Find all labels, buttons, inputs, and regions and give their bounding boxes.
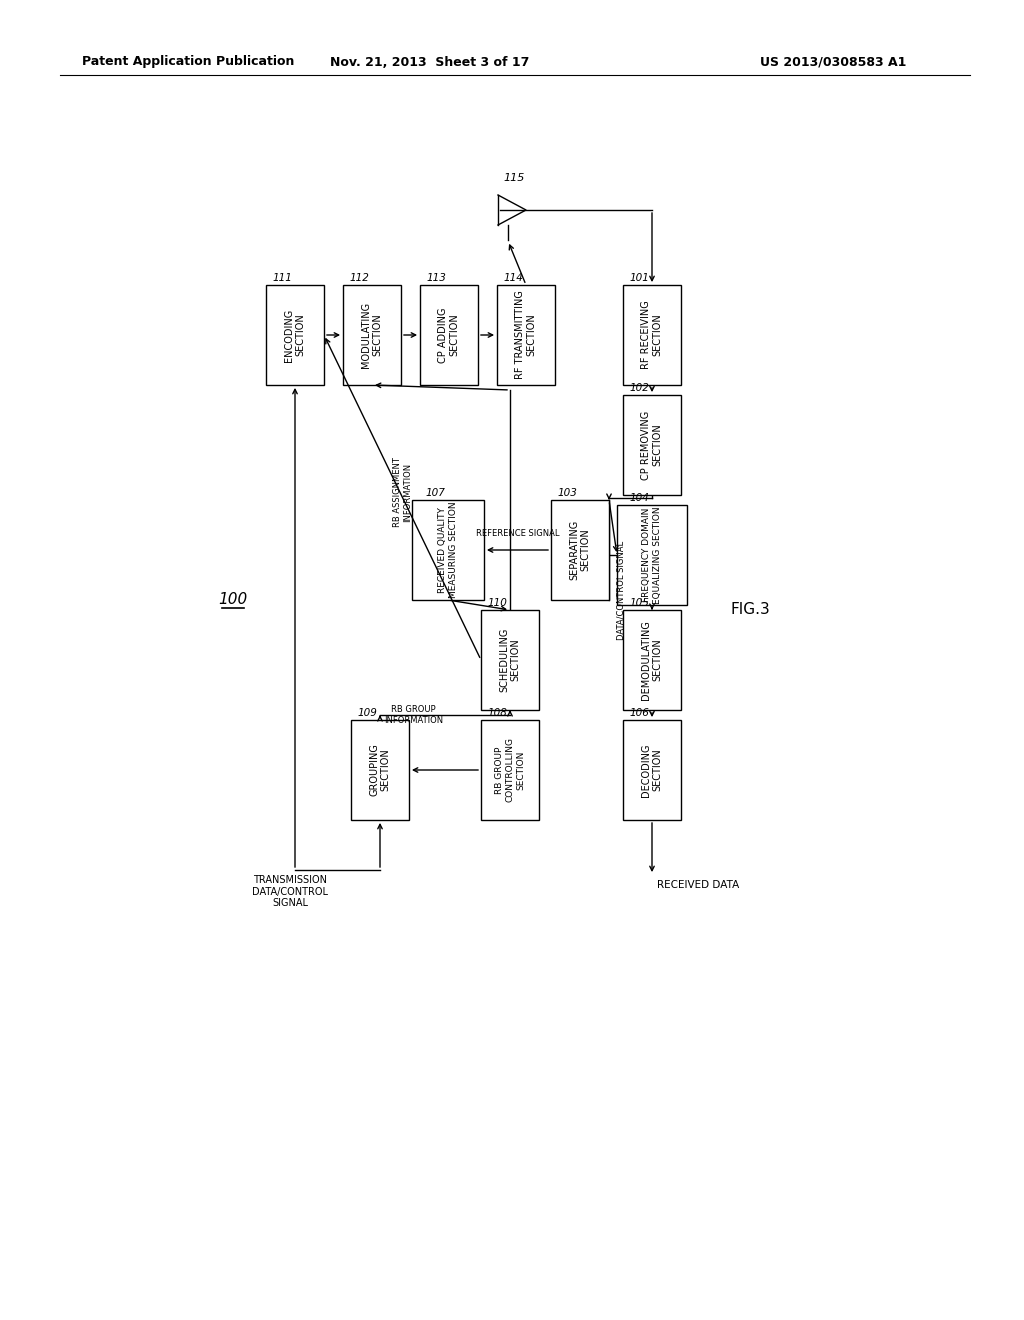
Text: TRANSMISSION
DATA/CONTROL
SIGNAL: TRANSMISSION DATA/CONTROL SIGNAL — [252, 875, 328, 908]
Text: 114: 114 — [503, 273, 523, 282]
Text: Patent Application Publication: Patent Application Publication — [82, 55, 294, 69]
Text: 110: 110 — [487, 598, 507, 609]
FancyBboxPatch shape — [623, 285, 681, 385]
Text: 106: 106 — [629, 708, 649, 718]
Text: GROUPING
SECTION: GROUPING SECTION — [370, 743, 391, 796]
FancyBboxPatch shape — [481, 610, 539, 710]
Text: SCHEDULING
SECTION: SCHEDULING SECTION — [500, 628, 521, 692]
FancyBboxPatch shape — [481, 719, 539, 820]
Text: 113: 113 — [426, 273, 446, 282]
Text: MODULATING
SECTION: MODULATING SECTION — [361, 302, 383, 368]
Text: FREQUENCY DOMAIN
EQUALIZING SECTION: FREQUENCY DOMAIN EQUALIZING SECTION — [642, 506, 662, 603]
Text: 111: 111 — [272, 273, 292, 282]
FancyBboxPatch shape — [623, 610, 681, 710]
FancyBboxPatch shape — [343, 285, 401, 385]
Text: CP REMOVING
SECTION: CP REMOVING SECTION — [641, 411, 663, 479]
Text: 102: 102 — [629, 383, 649, 393]
Text: DEMODULATING
SECTION: DEMODULATING SECTION — [641, 620, 663, 700]
Text: ENCODING
SECTION: ENCODING SECTION — [285, 309, 306, 362]
FancyBboxPatch shape — [266, 285, 324, 385]
Text: 104: 104 — [629, 492, 649, 503]
Text: 105: 105 — [629, 598, 649, 609]
Text: DATA/CONTROL SIGNAL: DATA/CONTROL SIGNAL — [617, 540, 626, 640]
FancyBboxPatch shape — [412, 500, 484, 601]
FancyBboxPatch shape — [617, 506, 687, 605]
Text: 108: 108 — [487, 708, 507, 718]
Text: 107: 107 — [425, 488, 445, 498]
Text: Nov. 21, 2013  Sheet 3 of 17: Nov. 21, 2013 Sheet 3 of 17 — [331, 55, 529, 69]
Text: RB GROUP
CONTROLLING
SECTION: RB GROUP CONTROLLING SECTION — [495, 738, 525, 803]
Text: RF TRANSMITTING
SECTION: RF TRANSMITTING SECTION — [515, 290, 537, 379]
Text: RF RECEIVING
SECTION: RF RECEIVING SECTION — [641, 301, 663, 370]
FancyBboxPatch shape — [420, 285, 478, 385]
Text: DECODING
SECTION: DECODING SECTION — [641, 743, 663, 797]
Text: SEPARATING
SECTION: SEPARATING SECTION — [569, 520, 591, 579]
FancyBboxPatch shape — [497, 285, 555, 385]
FancyBboxPatch shape — [351, 719, 409, 820]
Text: 112: 112 — [349, 273, 369, 282]
Text: RB ASSIGNMENT
INFORMATION: RB ASSIGNMENT INFORMATION — [393, 458, 413, 528]
Text: 101: 101 — [629, 273, 649, 282]
Text: FIG.3: FIG.3 — [730, 602, 770, 618]
Text: CP ADDING
SECTION: CP ADDING SECTION — [438, 308, 460, 363]
Text: RECEIVED QUALITY
MEASURING SECTION: RECEIVED QUALITY MEASURING SECTION — [438, 502, 458, 598]
FancyBboxPatch shape — [551, 500, 609, 601]
Text: 115: 115 — [503, 173, 524, 183]
FancyBboxPatch shape — [623, 719, 681, 820]
Text: 100: 100 — [218, 593, 248, 607]
FancyBboxPatch shape — [623, 395, 681, 495]
Text: REFERENCE SIGNAL: REFERENCE SIGNAL — [476, 529, 559, 539]
Text: US 2013/0308583 A1: US 2013/0308583 A1 — [760, 55, 906, 69]
Text: RECEIVED DATA: RECEIVED DATA — [657, 880, 739, 890]
Text: 103: 103 — [557, 488, 577, 498]
Text: 109: 109 — [357, 708, 377, 718]
Text: RB GROUP
INFORMATION: RB GROUP INFORMATION — [384, 705, 443, 725]
